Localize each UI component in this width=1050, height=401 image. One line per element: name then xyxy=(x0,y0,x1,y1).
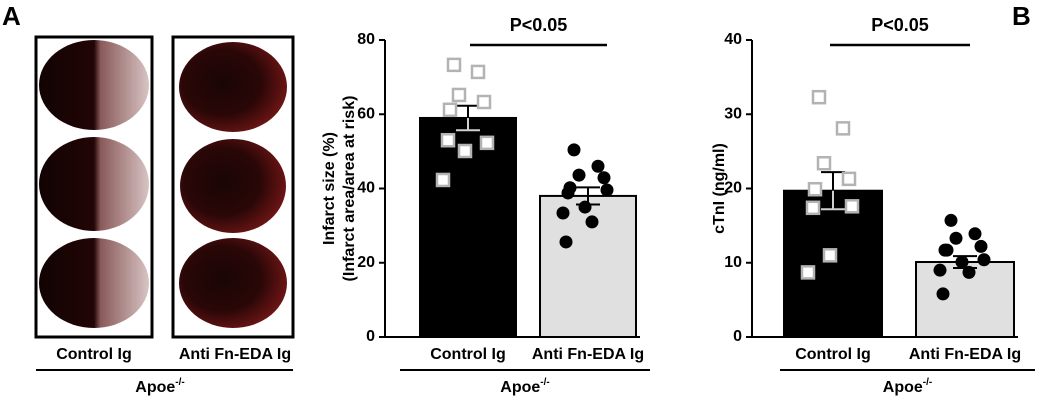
data-point xyxy=(844,199,860,214)
group-sup: -/- xyxy=(540,377,549,388)
data-point xyxy=(442,102,458,118)
group-sup: -/- xyxy=(923,377,932,388)
group-name: Apoe xyxy=(500,379,540,396)
panel-label: B xyxy=(1012,1,1031,31)
group-label: Apoe-/- xyxy=(883,377,932,396)
group-sup: -/- xyxy=(175,377,184,388)
y-tick-label: 20 xyxy=(357,254,375,271)
data-point xyxy=(597,171,611,185)
data-point xyxy=(567,143,581,157)
x-tick-label: Anti Fn-EDA Ig xyxy=(909,346,1021,363)
bar xyxy=(783,189,883,338)
data-point xyxy=(561,186,575,200)
data-point xyxy=(835,121,851,136)
error-bar xyxy=(456,104,480,132)
heart-slice xyxy=(39,137,149,231)
image-label: Anti Fn-EDA Ig xyxy=(179,346,291,363)
data-point xyxy=(559,235,573,249)
data-point xyxy=(805,200,821,216)
group-label: Apoe-/- xyxy=(500,377,549,396)
data-point xyxy=(446,57,462,73)
heart-images xyxy=(34,35,295,339)
data-point xyxy=(974,239,988,253)
data-point xyxy=(822,248,838,263)
y-tick-label: 20 xyxy=(724,180,742,197)
y-tick-label: 60 xyxy=(357,105,375,122)
x-tick-label: Anti Fn-EDA Ig xyxy=(532,346,644,363)
data-point xyxy=(556,206,570,220)
significance-label: P<0.05 xyxy=(510,15,568,35)
data-point xyxy=(944,213,958,227)
y-tick-label: 0 xyxy=(366,328,375,345)
data-point xyxy=(457,143,473,159)
x-tick-label: Control Ig xyxy=(430,346,506,363)
data-point xyxy=(968,227,982,241)
image-label: Control Ig xyxy=(56,346,132,363)
data-point xyxy=(800,265,816,280)
data-point xyxy=(811,89,827,105)
error-bar xyxy=(821,171,845,211)
data-point xyxy=(600,183,614,197)
y-axis-label: (Infarct area/area at risk) xyxy=(341,96,358,282)
group-name: Apoe xyxy=(135,379,175,396)
heart-slice xyxy=(39,40,149,130)
y-tick-label: 80 xyxy=(357,31,375,48)
x-tick-label: Control Ig xyxy=(795,346,871,363)
data-point xyxy=(578,200,592,214)
data-point xyxy=(933,263,947,277)
data-point xyxy=(807,181,823,197)
data-point xyxy=(936,287,950,301)
data-point xyxy=(955,255,969,269)
y-tick-label: 10 xyxy=(724,254,742,271)
heart-slice xyxy=(39,238,149,328)
y-tick-label: 30 xyxy=(724,105,742,122)
heart-slice xyxy=(180,139,286,233)
y-tick-label: 40 xyxy=(357,180,375,197)
y-axis-label: Infarct size (%) xyxy=(321,132,338,245)
data-point xyxy=(841,171,857,187)
data-point xyxy=(451,87,467,103)
data-point xyxy=(435,172,451,188)
group-label: Apoe-/- xyxy=(135,377,184,396)
data-point xyxy=(572,168,586,182)
heart-slice xyxy=(179,42,287,132)
data-point xyxy=(591,159,605,173)
data-point xyxy=(476,94,492,110)
data-point xyxy=(977,253,991,267)
data-point xyxy=(816,156,832,171)
significance-label: P<0.05 xyxy=(871,15,929,35)
heart-slice xyxy=(179,238,287,328)
y-axis-label: cTnI (ng/ml) xyxy=(711,143,728,234)
y-tick-label: 0 xyxy=(733,328,742,345)
data-point xyxy=(479,135,495,151)
data-point xyxy=(440,132,456,148)
data-point xyxy=(938,243,952,257)
data-point xyxy=(470,64,486,80)
y-tick-label: 40 xyxy=(724,31,742,48)
group-name: Apoe xyxy=(883,379,923,396)
data-point xyxy=(585,215,599,229)
data-point xyxy=(962,265,976,279)
panel-label: A xyxy=(2,1,21,31)
data-point xyxy=(949,231,963,245)
